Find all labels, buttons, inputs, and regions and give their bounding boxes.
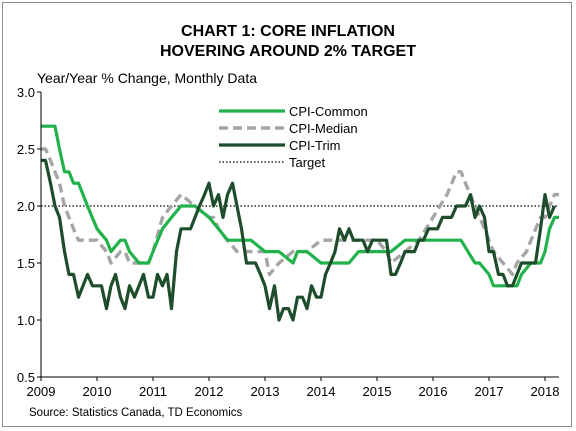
x-tick-labels: 2009 2010 2011 2012 2013 2014 2015 2016 2017 2018 bbox=[27, 377, 560, 399]
x-tick-label: 2014 bbox=[307, 384, 336, 399]
series-line-cpi-median bbox=[41, 147, 559, 277]
chart-frame: CHART 1: CORE INFLATION HOVERING AROUND … bbox=[2, 2, 572, 427]
x-tick-label: 2009 bbox=[27, 384, 56, 399]
legend: CPI-Common CPI-Median CPI-Trim Target bbox=[219, 104, 368, 170]
series-line-cpi-common bbox=[41, 124, 559, 288]
legend-label-cpi-trim: CPI-Trim bbox=[289, 138, 341, 153]
y-tick-label: 0.5 bbox=[17, 370, 35, 385]
source-note: Source: Statistics Canada, TD Economics bbox=[29, 407, 243, 419]
legend-label-target: Target bbox=[289, 155, 326, 170]
x-tick-label: 2015 bbox=[363, 384, 392, 399]
x-tick-label: 2013 bbox=[251, 384, 280, 399]
y-axis-unit-label: Year/Year % Change, Monthly Data bbox=[37, 70, 257, 86]
x-tick-label: 2011 bbox=[139, 384, 167, 399]
legend-label-cpi-median: CPI-Median bbox=[289, 121, 358, 136]
y-tick-label: 1.0 bbox=[17, 313, 35, 328]
x-tick-label: 2012 bbox=[195, 384, 224, 399]
x-tick-label: 2016 bbox=[419, 384, 448, 399]
chart-title-line-2: HOVERING AROUND 2% TARGET bbox=[160, 43, 416, 60]
y-tick-label: 3.0 bbox=[17, 85, 35, 100]
axes bbox=[40, 92, 559, 378]
x-tick-label: 2018 bbox=[531, 384, 560, 399]
y-tick-label: 1.5 bbox=[17, 256, 35, 271]
x-tick-label: 2017 bbox=[475, 384, 504, 399]
series-lines bbox=[41, 124, 559, 322]
series-line-cpi-trim bbox=[41, 158, 556, 322]
y-tick-labels: 0.5 1.0 1.5 2.0 2.5 3.0 bbox=[17, 85, 41, 385]
y-tick-label: 2.5 bbox=[17, 142, 35, 157]
chart-canvas: CHART 1: CORE INFLATION HOVERING AROUND … bbox=[17, 23, 560, 419]
legend-label-cpi-common: CPI-Common bbox=[289, 104, 368, 119]
x-tick-label: 2010 bbox=[83, 384, 112, 399]
chart-title-line-1: CHART 1: CORE INFLATION bbox=[181, 23, 395, 40]
y-tick-label: 2.0 bbox=[17, 199, 35, 214]
